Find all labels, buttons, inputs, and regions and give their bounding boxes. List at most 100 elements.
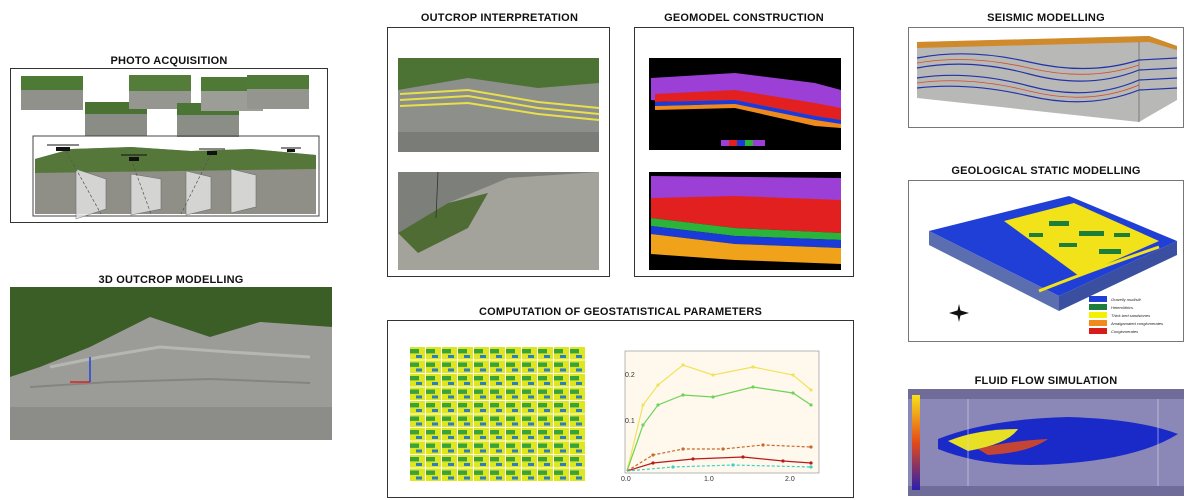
legend-item: Amalgamated conglomerates (1089, 319, 1181, 327)
facies-map-cell (490, 401, 505, 414)
variogram-point (809, 465, 813, 469)
outcrop-interpretation-title: OUTCROP INTERPRETATION (420, 12, 579, 24)
facies-map-cell (554, 360, 569, 373)
facies-map-cell (474, 468, 489, 481)
facies-map-cell (522, 414, 537, 427)
facies-map-cell (570, 387, 585, 400)
ytick-mid: 0.1 (625, 418, 635, 425)
legend-item: Thick-bed sandstones (1089, 311, 1181, 319)
legend-swatch (1089, 328, 1107, 334)
facies-map-cell (570, 401, 585, 414)
facies-map-cell (490, 387, 505, 400)
facies-map-cell (538, 401, 553, 414)
facies-map-cell (442, 374, 457, 387)
facies-map-cell (522, 441, 537, 454)
variogram-point (751, 365, 755, 369)
facies-map-cell (442, 441, 457, 454)
facies-map-cell (506, 401, 521, 414)
facies-map-cell (474, 401, 489, 414)
facies-map-cell (490, 441, 505, 454)
fluid-flow-image (908, 389, 1184, 496)
facies-map-cell (554, 428, 569, 441)
variogram-curve (626, 444, 812, 472)
legend-swatch (1089, 312, 1107, 318)
facies-map-cell (522, 387, 537, 400)
facies-map-cell (426, 455, 441, 468)
facies-map-cell (410, 347, 425, 360)
static-model-legend: Gravelly mud/silt Heterolithics Thick-bed … (1089, 295, 1181, 335)
facies-map-cell (410, 387, 425, 400)
facies-map-cell (538, 455, 553, 468)
facies-map-cell (410, 401, 425, 414)
photo-acquisition-title: PHOTO ACQUISITION (110, 55, 228, 67)
facies-map-cell (490, 347, 505, 360)
facies-map-cell (490, 414, 505, 427)
facies-map-cell (554, 468, 569, 481)
variogram-point (809, 461, 813, 465)
variogram-point (641, 423, 645, 427)
facies-map-cell (426, 401, 441, 414)
facies-map-cell (442, 468, 457, 481)
variogram-curve (626, 464, 812, 472)
static-modelling-panel: Gravelly mud/silt Heterolithics Thick-bed … (908, 180, 1184, 342)
variogram-point (761, 443, 765, 447)
variogram-point (809, 388, 813, 392)
facies-map-cell (554, 387, 569, 400)
legend-label: Gravelly mud/silt (1111, 296, 1141, 302)
facies-map-cell (458, 374, 473, 387)
variogram-point (671, 465, 675, 469)
facies-map-cell (426, 347, 441, 360)
variogram-point (809, 445, 813, 449)
facies-map-cell (410, 455, 425, 468)
variogram-curve (626, 364, 812, 472)
facies-map-cell (442, 387, 457, 400)
variogram-point (711, 373, 715, 377)
facies-map-cell (458, 401, 473, 414)
legend-swatch (1089, 304, 1107, 310)
legend-label: Amalgamated conglomerates (1111, 320, 1164, 326)
facies-map-cell (506, 428, 521, 441)
facies-map-cell (490, 428, 505, 441)
facies-map-cell (570, 455, 585, 468)
facies-map-cell (506, 414, 521, 427)
facies-map-cell (570, 468, 585, 481)
facies-map-cell (442, 428, 457, 441)
variogram-point (651, 461, 655, 465)
variogram-curve (626, 456, 812, 472)
facies-map-cell (426, 374, 441, 387)
variogram-point (751, 385, 755, 389)
facies-map-cell (522, 428, 537, 441)
facies-map-cell (442, 401, 457, 414)
facies-map-cell (570, 360, 585, 373)
outcrop-modelling-title: 3D OUTCROP MODELLING (98, 274, 244, 286)
facies-map-cell (570, 347, 585, 360)
facies-map-cell (442, 347, 457, 360)
variogram-point (711, 395, 715, 399)
facies-map-cell (522, 374, 537, 387)
facies-map-cell (474, 387, 489, 400)
facies-map-cell (458, 468, 473, 481)
seismic-title: SEISMIC MODELLING (987, 12, 1105, 24)
facies-map-cell (522, 347, 537, 360)
facies-map-cell (426, 428, 441, 441)
legend-swatch (1089, 320, 1107, 326)
facies-map-cell (490, 360, 505, 373)
facies-map-cell (426, 387, 441, 400)
variogram-point (651, 453, 655, 457)
facies-map-cell (410, 360, 425, 373)
facies-map-cell (410, 441, 425, 454)
variogram-point (691, 457, 695, 461)
xtick-0: 0.0 (621, 476, 631, 483)
facies-map-cell (538, 387, 553, 400)
facies-map-cell (474, 360, 489, 373)
facies-map-cell (538, 441, 553, 454)
facies-map-cell (538, 414, 553, 427)
variogram-point (681, 393, 685, 397)
compass-icon (949, 304, 969, 322)
facies-map-cell (506, 374, 521, 387)
facies-map-cell (458, 347, 473, 360)
facies-map-cell (442, 360, 457, 373)
facies-map-cell (570, 441, 585, 454)
facies-map-cell (458, 387, 473, 400)
outcrop-model-image (10, 287, 332, 440)
